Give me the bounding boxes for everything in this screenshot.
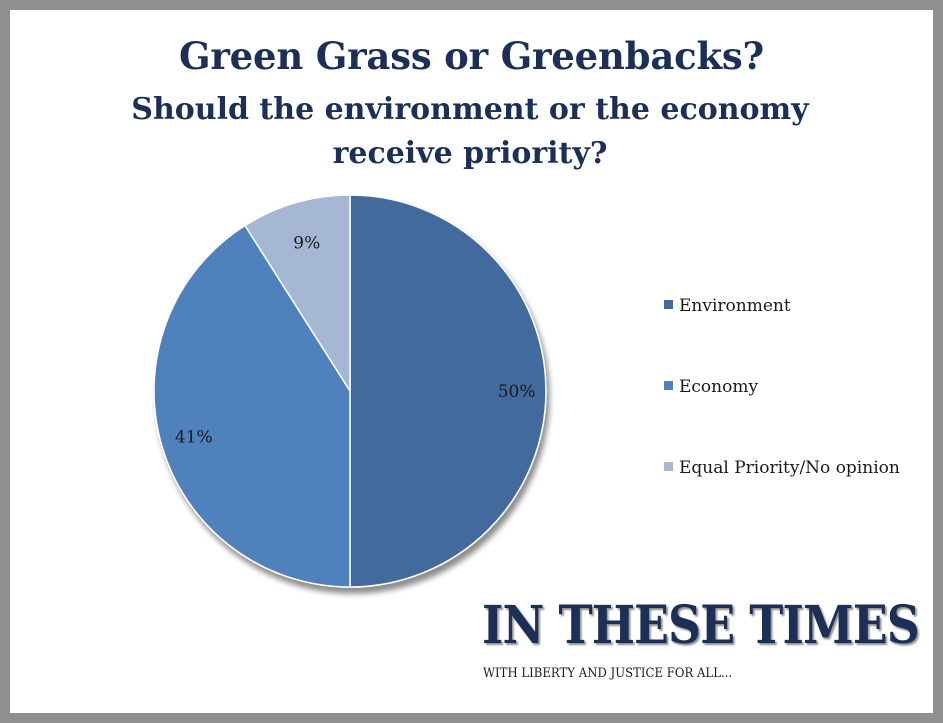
legend-swatch-environment: [664, 300, 673, 309]
pie-slice-economy: [153, 224, 351, 588]
slice-label-environment: 50%: [498, 382, 536, 402]
pie-slice-environment: [349, 194, 547, 588]
chart-title: Green Grass or Greenbacks?: [178, 34, 764, 78]
legend-label-economy: Economy: [679, 377, 758, 397]
brand-tagline: WITH LIBERTY AND JUSTICE FOR ALL...: [483, 666, 733, 681]
legend: Environment Economy Equal Priority/No opin…: [664, 296, 900, 478]
brand-logo: IN THESE TIMES: [482, 595, 920, 656]
pie-slice-equal-priority-no-opinion: [243, 194, 351, 394]
legend-swatch-equal-priority-no-opinion: [664, 462, 673, 471]
legend-label-equal-priority-no-opinion: Equal Priority/No opinion: [679, 458, 900, 478]
slice-label-economy: 41%: [175, 427, 213, 447]
legend-label-environment: Environment: [679, 296, 791, 316]
pie-slices: [153, 194, 547, 588]
legend-swatch-economy: [664, 381, 673, 390]
chart-subtitle: Should the environment or the economy re…: [131, 92, 809, 171]
pie-slice-labels: 50% 41% 9%: [175, 233, 536, 447]
slice-label-equal-priority-no-opinion: 9%: [293, 233, 320, 253]
